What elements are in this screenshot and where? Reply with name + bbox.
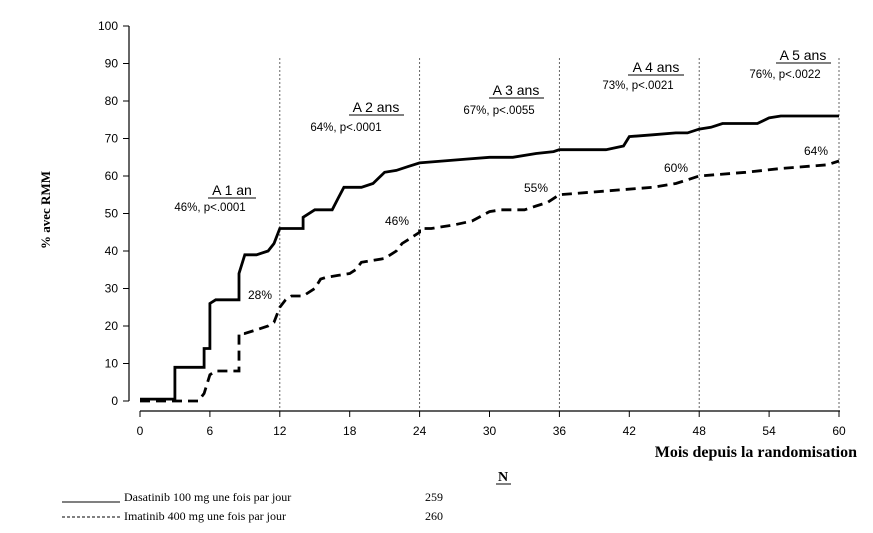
x-tick-label: 0 xyxy=(137,424,144,438)
year-title: A 1 an xyxy=(212,182,252,198)
y-tick-label: 70 xyxy=(105,132,119,146)
year-stat: 76%, p<.0022 xyxy=(749,69,820,81)
y-tick-label: 0 xyxy=(111,394,118,408)
x-tick-label: 48 xyxy=(693,424,707,438)
year-annotation-4: A 4 ans 73%, p<.0021 xyxy=(602,59,684,92)
y-tick-label: 40 xyxy=(105,244,119,258)
x-axis-label: Mois depuis la randomisation xyxy=(655,444,857,461)
imatinib-label-2: 46% xyxy=(385,214,409,228)
reference-lines xyxy=(279,58,840,411)
imatinib-label-3: 55% xyxy=(524,181,548,195)
legend-header: N xyxy=(498,470,508,485)
x-tick-label: 18 xyxy=(343,424,357,438)
x-tick-label: 12 xyxy=(273,424,287,438)
x-ticks: 0 6 12 18 24 30 36 42 48 54 60 xyxy=(137,411,846,438)
year-annotation-5: A 5 ans 76%, p<.0022 xyxy=(749,47,831,81)
y-tick-label: 20 xyxy=(105,319,119,333)
x-tick-label: 30 xyxy=(483,424,497,438)
legend-n-imatinib: 260 xyxy=(425,509,443,523)
x-tick-label: 6 xyxy=(207,424,214,438)
y-tick-label: 80 xyxy=(105,94,119,108)
y-ticks: 0 10 20 30 40 50 60 70 80 90 100 xyxy=(98,19,129,408)
year-title: A 2 ans xyxy=(353,99,400,115)
legend-n-dasatinib: 259 xyxy=(425,490,443,504)
x-tick-label: 24 xyxy=(413,424,427,438)
year-stat: 46%, p<.0001 xyxy=(174,202,245,214)
legend: N Dasatinib 100 mg une fois par jour 259… xyxy=(62,470,511,523)
x-tick-label: 60 xyxy=(832,424,846,438)
year-title: A 5 ans xyxy=(780,47,827,63)
y-tick-label: 60 xyxy=(105,169,119,183)
x-tick-label: 36 xyxy=(553,424,567,438)
legend-label-imatinib: Imatinib 400 mg une fois par jour xyxy=(124,509,286,523)
y-tick-label: 50 xyxy=(105,207,119,221)
imatinib-label-4: 60% xyxy=(664,161,688,175)
y-tick-label: 100 xyxy=(98,19,118,33)
year-stat: 73%, p<.0021 xyxy=(602,80,673,92)
series-line-dasatinib xyxy=(140,114,839,401)
x-tick-label: 54 xyxy=(762,424,776,438)
year-title: A 3 ans xyxy=(493,82,540,98)
y-tick-label: 30 xyxy=(105,282,119,296)
year-stat: 64%, p<.0001 xyxy=(310,122,381,134)
y-axis-label: % avec RMM xyxy=(38,171,53,249)
imatinib-label-1: 28% xyxy=(248,288,272,302)
year-annotation-2: A 2 ans 64%, p<.0001 xyxy=(310,99,404,134)
imatinib-label-5: 64% xyxy=(804,144,828,158)
year-title: A 4 ans xyxy=(633,59,680,75)
x-tick-label: 42 xyxy=(623,424,637,438)
y-tick-label: 90 xyxy=(105,57,119,71)
year-stat: 67%, p<.0055 xyxy=(463,105,534,117)
y-tick-label: 10 xyxy=(105,357,119,371)
legend-label-dasatinib: Dasatinib 100 mg une fois par jour xyxy=(124,490,291,504)
year-annotation-3: A 3 ans 67%, p<.0055 xyxy=(463,82,544,117)
year-annotation-1: A 1 an 46%, p<.0001 xyxy=(174,182,256,214)
